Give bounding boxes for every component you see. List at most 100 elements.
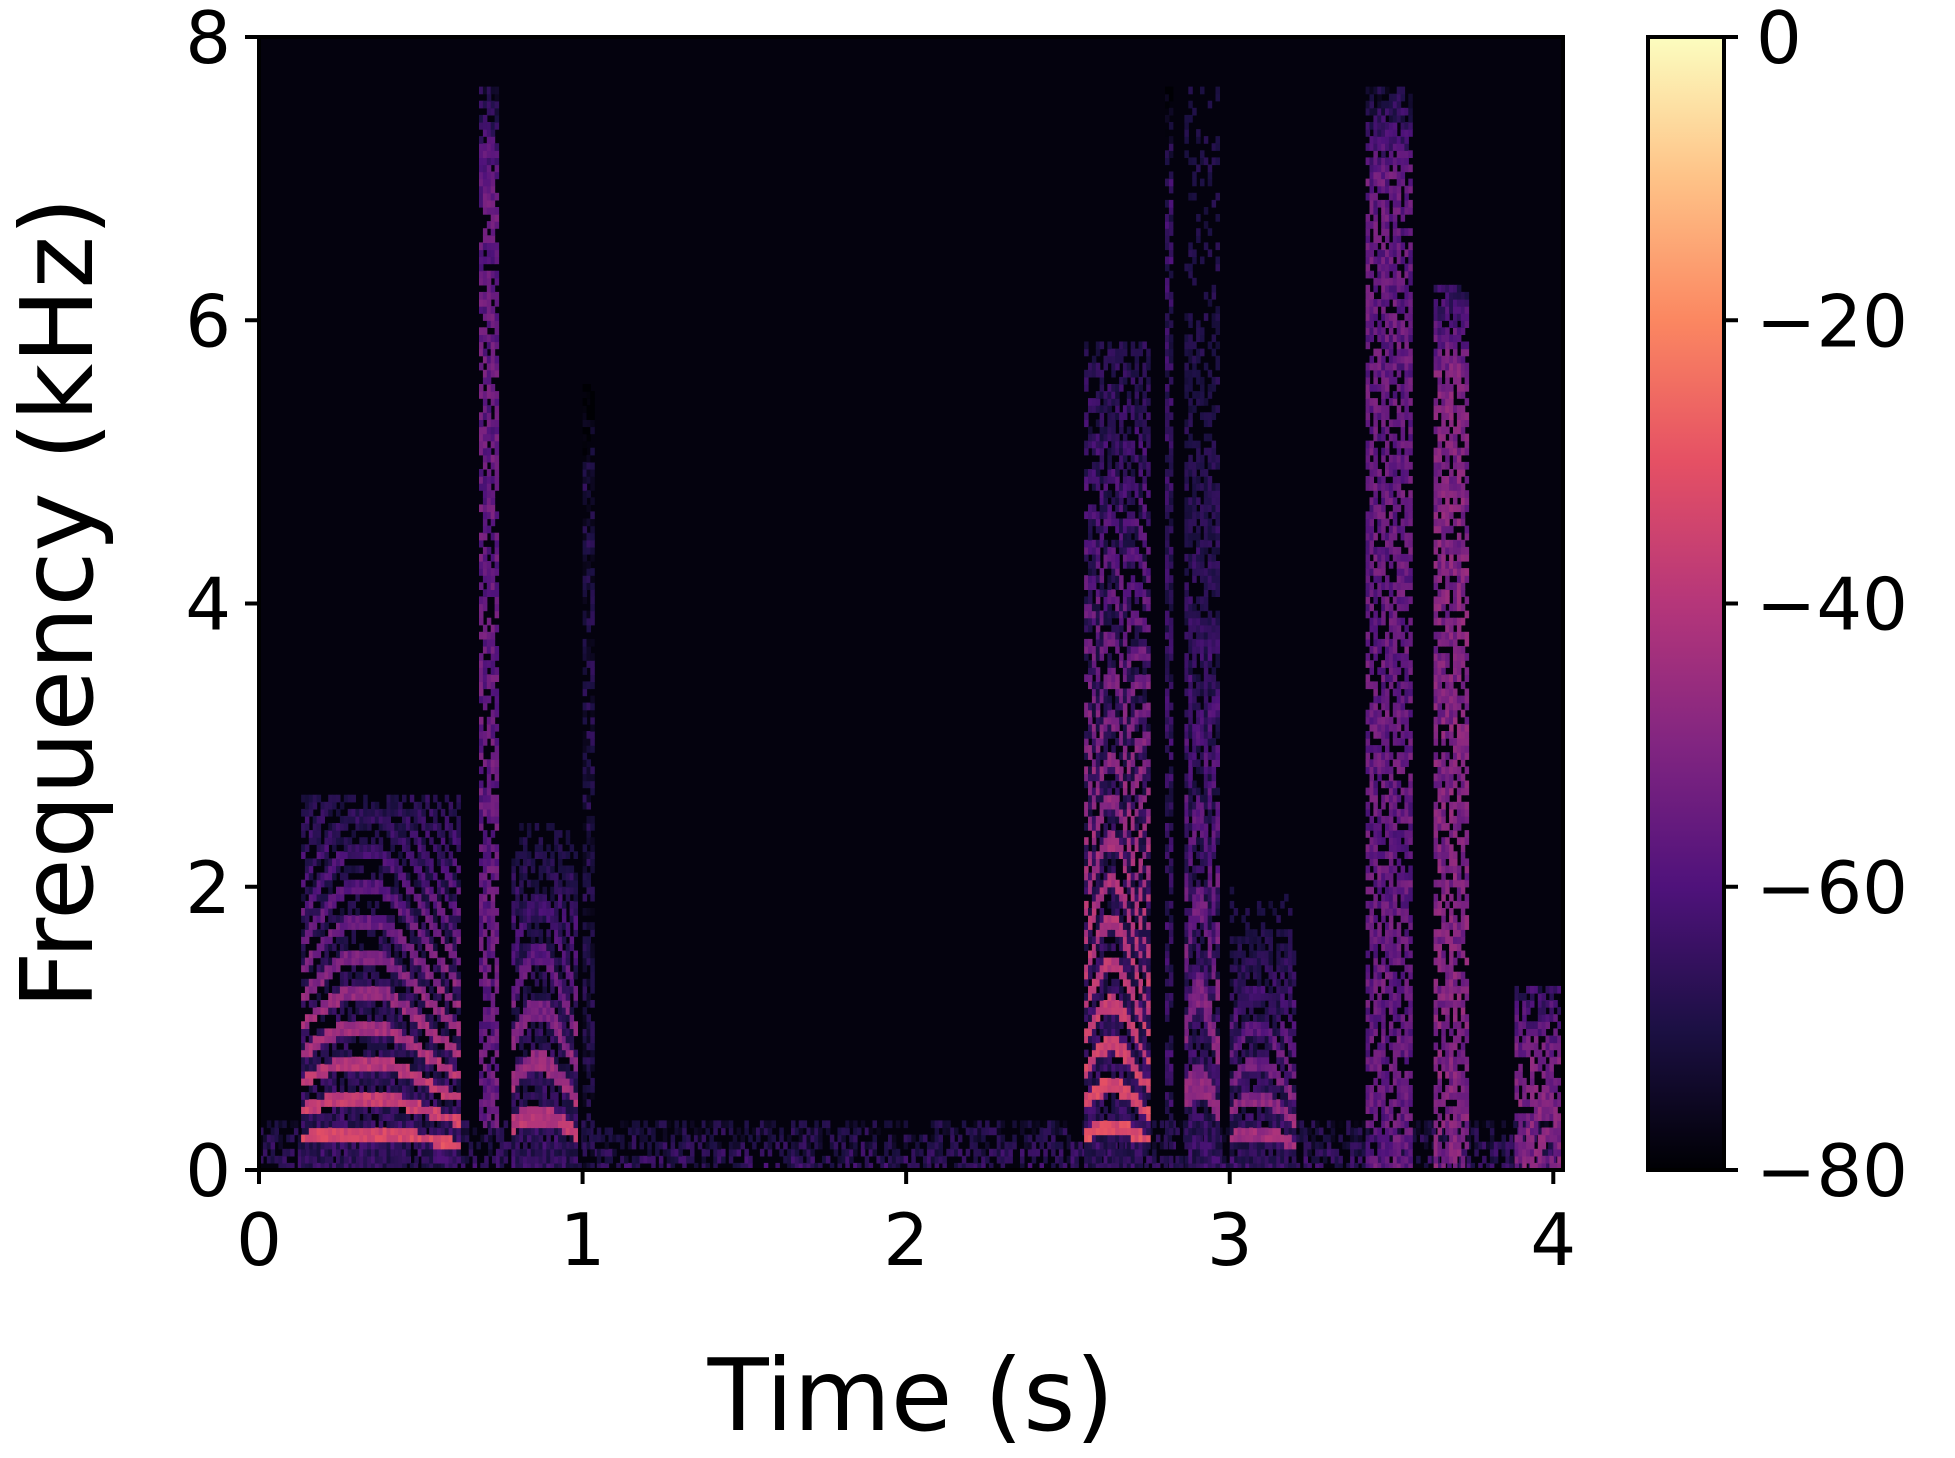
spectrogram-cell	[382, 1162, 388, 1170]
spectrogram-cell	[355, 908, 360, 916]
spectrogram-cell	[558, 1106, 563, 1114]
spectrogram-cell	[421, 851, 426, 859]
spectrogram-cell	[1107, 808, 1112, 817]
spectrogram-cell	[1111, 915, 1116, 923]
spectrogram-cell	[371, 1106, 376, 1114]
spectrogram-cell	[378, 886, 384, 895]
spectrogram-cell	[1107, 1035, 1112, 1044]
spectrogram-cell	[301, 1141, 306, 1150]
spectrogram-cell	[550, 1056, 555, 1065]
spectrogram-cell	[582, 681, 588, 690]
spectrogram-cell	[1111, 1120, 1116, 1129]
spectrogram-cell	[558, 865, 563, 874]
spectrogram-cell	[526, 1113, 532, 1121]
spectrogram-cell	[1091, 568, 1097, 576]
spectrogram-cell	[582, 950, 588, 959]
spectrogram-cell	[351, 1085, 356, 1093]
spectrogram-cell	[586, 830, 591, 838]
spectrogram-cell	[363, 978, 368, 987]
spectrogram-cell	[1489, 1120, 1495, 1129]
spectrogram-cell	[382, 1077, 388, 1086]
spectrogram-cell	[1326, 1134, 1332, 1143]
spectrogram-cell	[631, 1155, 637, 1164]
spectrogram-cell	[1084, 773, 1089, 782]
spectrogram-cell	[488, 1141, 493, 1150]
spectrogram-cell	[573, 893, 578, 902]
spectrogram-cell	[550, 1092, 555, 1100]
spectrogram-cell	[499, 1162, 505, 1170]
spectrogram-cell	[954, 1162, 959, 1170]
spectrogram-cell	[367, 1028, 372, 1037]
spectrogram-cell	[494, 291, 500, 300]
spectrogram-cell	[1107, 1021, 1112, 1029]
spectrogram-cell	[1078, 1141, 1083, 1150]
spectrogram-cell	[1095, 1085, 1101, 1093]
spectrogram-cell	[1088, 858, 1093, 867]
spectrogram-cell	[561, 1148, 567, 1157]
spectrogram-cell	[1099, 681, 1105, 690]
spectrogram-cell	[814, 1141, 819, 1150]
spectrogram-cell	[444, 1113, 450, 1121]
spectrogram-cell	[1095, 1127, 1101, 1136]
spectrogram-cell	[569, 1134, 575, 1143]
spectrogram-cell	[686, 1141, 691, 1150]
spectrogram-cell	[494, 709, 500, 718]
spectrogram-cell	[582, 426, 588, 435]
spectrogram-cell	[1303, 1127, 1308, 1136]
spectrogram-cell	[582, 1028, 588, 1037]
spectrogram-cell	[1107, 355, 1112, 364]
spectrogram-cell	[308, 1099, 314, 1107]
spectrogram-cell	[1350, 1134, 1355, 1143]
spectrogram-cell	[413, 985, 419, 994]
spectrogram-cell	[1091, 469, 1097, 477]
spectrogram-cell	[1088, 851, 1093, 859]
spectrogram-cell	[386, 957, 391, 966]
spectrogram-cell	[402, 1000, 407, 1008]
spectrogram-cell	[1091, 837, 1097, 845]
spectrogram-cell	[1111, 447, 1116, 456]
spectrogram-cell	[494, 858, 500, 867]
spectrogram-cell	[586, 1035, 591, 1044]
spectrogram-cell	[355, 851, 360, 859]
spectrogram-cell	[347, 886, 353, 895]
spectrogram-cell	[371, 815, 376, 824]
spectrogram-cell	[324, 879, 329, 888]
spectrogram-cell	[409, 1106, 415, 1114]
spectrogram-cell	[482, 1099, 488, 1107]
spectrogram-cell	[787, 1162, 792, 1170]
spectrogram-cell	[1095, 723, 1101, 732]
spectrogram-cell	[1099, 369, 1105, 378]
spectrogram-cell	[934, 1127, 940, 1136]
spectrogram-cell	[494, 815, 500, 824]
spectrogram-cell	[554, 1028, 559, 1037]
spectrogram-cell	[490, 660, 496, 668]
spectrogram-cell	[1338, 1120, 1343, 1129]
spectrogram-cell	[1474, 1134, 1479, 1143]
spectrogram-cell	[582, 993, 588, 1001]
spectrogram-cell	[328, 886, 333, 895]
spectrogram-cell	[1103, 355, 1108, 364]
spectrogram-cell	[1225, 1162, 1231, 1170]
spectrogram-cell	[359, 1085, 364, 1093]
spectrogram-cell	[367, 993, 372, 1001]
spectrogram-cell	[444, 1120, 450, 1129]
spectrogram-cell	[1427, 1127, 1433, 1136]
spectrogram-cell	[328, 830, 333, 838]
spectrogram-cell	[1111, 731, 1116, 739]
spectrogram-cell	[452, 978, 457, 987]
spectrogram-cell	[1103, 957, 1108, 966]
spectrogram-cell	[530, 879, 536, 888]
spectrogram-cell	[534, 1077, 540, 1086]
spectrogram-cell	[417, 971, 423, 980]
spectrogram-cell	[523, 1148, 528, 1157]
spectrogram-cell	[312, 1106, 318, 1114]
spectrogram-cell	[413, 964, 419, 973]
spectrogram-cell	[590, 723, 595, 732]
spectrogram-cell	[1354, 1148, 1359, 1157]
spectrogram-cell	[440, 865, 446, 874]
spectrogram-cell	[1091, 653, 1097, 661]
spectrogram-cell	[569, 1049, 575, 1058]
spectrogram-cell	[1088, 922, 1093, 930]
spectrogram-cell	[981, 1134, 986, 1143]
spectrogram-cell	[425, 1085, 430, 1093]
